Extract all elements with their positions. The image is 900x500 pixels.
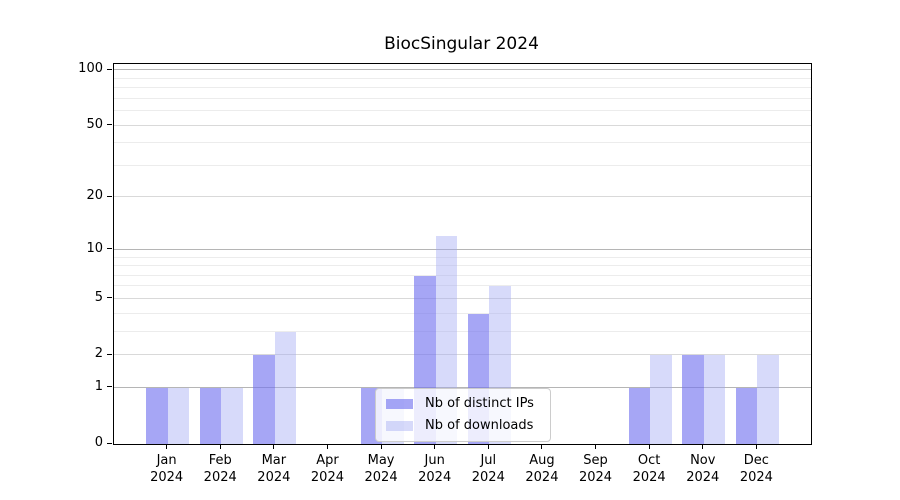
y-tick-label-0: 0 [94, 435, 103, 450]
x-tick-label-jul: Jul 2024 [471, 453, 505, 485]
x-tick-mark-jan [166, 444, 168, 449]
gridline-y-7 [114, 274, 811, 276]
x-tick-mark-nov [702, 444, 704, 449]
bar-downloads-oct [650, 355, 672, 444]
x-tick-mark-mar [273, 444, 275, 449]
gridline-y-60 [114, 110, 811, 112]
gridline-y-100 [114, 69, 811, 71]
legend-swatch-distinct-ips-icon [386, 399, 413, 409]
bar-downloads-nov [703, 355, 726, 444]
x-tick-label-aug: Aug 2024 [525, 453, 559, 485]
y-tick-label-2: 2 [94, 346, 103, 361]
gridline-y-2 [114, 354, 811, 356]
y-tick-mark-2 [107, 353, 112, 355]
gridline-y-20 [114, 196, 811, 198]
y-tick-label-50: 50 [86, 116, 103, 132]
bar-distinct-ips-dec [735, 387, 758, 444]
y-tick-label-1: 1 [94, 378, 103, 394]
y-tick-label-100: 100 [78, 61, 103, 77]
gridline-y-3 [114, 330, 811, 332]
legend-item-downloads: Nb of downloads [386, 417, 542, 435]
x-tick-label-dec: Dec 2024 [739, 453, 773, 485]
x-tick-label-oct: Oct 2024 [632, 453, 666, 485]
y-tick-label-10: 10 [86, 240, 103, 256]
bar-distinct-ips-mar [253, 355, 275, 444]
gridline-y-9 [114, 256, 811, 258]
x-tick-mark-dec [755, 444, 757, 449]
x-tick-mark-aug [541, 444, 543, 449]
bar-distinct-ips-jan [146, 387, 168, 444]
y-tick-label-20: 20 [86, 188, 103, 204]
gridline-y-40 [114, 142, 811, 144]
chart-title: BiocSingular 2024 [384, 34, 539, 54]
y-tick-mark-5 [107, 297, 112, 299]
x-tick-label-jun: Jun 2024 [418, 453, 452, 485]
x-tick-label-jan: Jan 2024 [150, 453, 184, 485]
y-tick-label-5: 5 [94, 289, 103, 305]
bar-distinct-ips-oct [628, 387, 651, 444]
x-tick-mark-feb [219, 444, 221, 449]
legend-label-distinct-ips: Nb of distinct IPs [425, 396, 534, 411]
x-tick-label-feb: Feb 2024 [203, 453, 237, 485]
x-tick-label-may: May 2024 [364, 453, 398, 485]
y-tick-mark-50 [107, 124, 112, 126]
x-tick-label-mar: Mar 2024 [257, 453, 291, 485]
x-tick-mark-apr [326, 444, 328, 449]
y-tick-mark-100 [107, 68, 112, 70]
gridline-y-4 [114, 312, 811, 314]
gridline-y-70 [114, 97, 811, 99]
x-tick-mark-jul [487, 444, 489, 449]
gridline-y-10 [114, 248, 811, 250]
bar-distinct-ips-feb [199, 387, 222, 444]
gridline-y-50 [114, 124, 811, 126]
gridline-y-1 [114, 386, 811, 388]
x-tick-mark-oct [648, 444, 650, 449]
x-tick-mark-may [380, 444, 382, 449]
x-tick-mark-jun [434, 444, 436, 449]
bar-distinct-ips-nov [682, 355, 704, 444]
gridline-y-5 [114, 297, 811, 299]
plot-area: Nb of distinct IPs Nb of downloads [113, 63, 812, 445]
x-tick-mark-sep [595, 444, 597, 449]
legend-swatch-downloads-icon [386, 421, 413, 431]
bar-downloads-mar [274, 331, 297, 444]
gridline-y-80 [114, 87, 811, 89]
y-tick-mark-1 [107, 386, 112, 388]
y-tick-mark-0 [107, 442, 112, 444]
legend: Nb of distinct IPs Nb of downloads [375, 388, 551, 442]
gridline-y-90 [114, 77, 811, 79]
x-tick-label-apr: Apr 2024 [310, 453, 344, 485]
x-tick-label-sep: Sep 2024 [578, 453, 613, 485]
gridline-y-8 [114, 265, 811, 267]
gridline-y-30 [114, 164, 811, 166]
bar-downloads-jan [167, 387, 190, 444]
legend-item-distinct-ips: Nb of distinct IPs [386, 395, 542, 413]
gridline-y-6 [114, 285, 811, 287]
x-tick-label-nov: Nov 2024 [686, 453, 720, 485]
legend-label-downloads: Nb of downloads [425, 418, 534, 433]
bar-downloads-dec [757, 355, 779, 444]
bar-downloads-feb [221, 387, 243, 444]
y-tick-mark-10 [107, 248, 112, 250]
y-tick-mark-20 [107, 195, 112, 197]
